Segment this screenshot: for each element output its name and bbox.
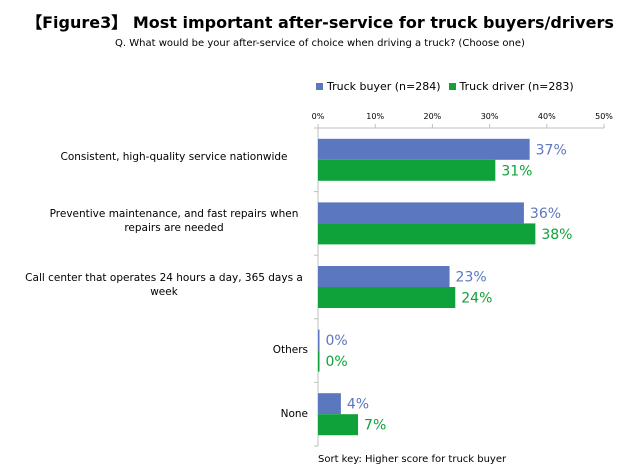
bar-series0-cat3	[318, 329, 320, 351]
bar-series1-cat3	[318, 350, 320, 372]
bar-series1-cat2	[318, 287, 456, 308]
category-label-2: Call center that operates 24 hours a day…	[25, 272, 303, 298]
category-label-3: Others	[272, 344, 308, 356]
legend-label-truck-driver: Truck driver (n=283)	[459, 80, 574, 93]
legend-swatch-truck-buyer	[316, 83, 323, 90]
data-label-series0-cat0: 37%	[536, 142, 567, 158]
legend-item-truck-driver: Truck driver (n=283)	[448, 80, 574, 93]
bar-series1-cat4	[318, 414, 359, 436]
legend-label-truck-buyer: Truck buyer (n=284)	[327, 80, 441, 93]
category-label-1: Preventive maintenance, and fast repairs…	[49, 208, 299, 234]
chart-subtitle: Q. What would be your after-service of c…	[115, 38, 525, 49]
bar-series1-cat1	[318, 223, 536, 245]
chart-title: 【Figure3】 Most important after-service f…	[26, 13, 614, 32]
x-tick-label-1: 10%	[366, 112, 384, 121]
legend-swatch-truck-driver	[448, 83, 456, 90]
bar-series0-cat2	[318, 266, 450, 287]
x-tick-label-3: 30%	[481, 112, 499, 121]
x-tick-label-4: 40%	[538, 112, 556, 121]
chart-footnote: Sort key: Higher score for truck buyer	[318, 454, 507, 465]
bar-series0-cat1	[318, 202, 524, 224]
data-label-series0-cat1: 36%	[530, 206, 561, 222]
data-label-series0-cat4: 4%	[347, 397, 369, 413]
data-label-series1-cat1: 38%	[541, 227, 572, 243]
data-label-series1-cat0: 31%	[501, 163, 532, 179]
x-tick-label-5: 50%	[595, 112, 613, 121]
legend: Truck buyer (n=284) Truck driver (n=283)	[316, 80, 582, 93]
bar-series1-cat0	[318, 159, 496, 181]
category-label-0: Consistent, high-quality service nationw…	[60, 151, 288, 163]
x-tick-label-0: 0%	[312, 112, 325, 121]
bar-series0-cat0	[318, 138, 530, 160]
x-tick-label-2: 20%	[424, 112, 442, 121]
data-label-series0-cat2: 23%	[456, 270, 487, 286]
category-label-4: None	[280, 408, 308, 420]
data-label-series1-cat2: 24%	[461, 291, 492, 307]
legend-item-truck-buyer: Truck buyer (n=284)	[316, 80, 441, 93]
data-label-series1-cat3: 0%	[326, 354, 348, 370]
bar-series0-cat4	[318, 393, 341, 415]
data-label-series1-cat4: 7%	[364, 418, 386, 434]
data-label-series0-cat3: 0%	[326, 333, 348, 349]
